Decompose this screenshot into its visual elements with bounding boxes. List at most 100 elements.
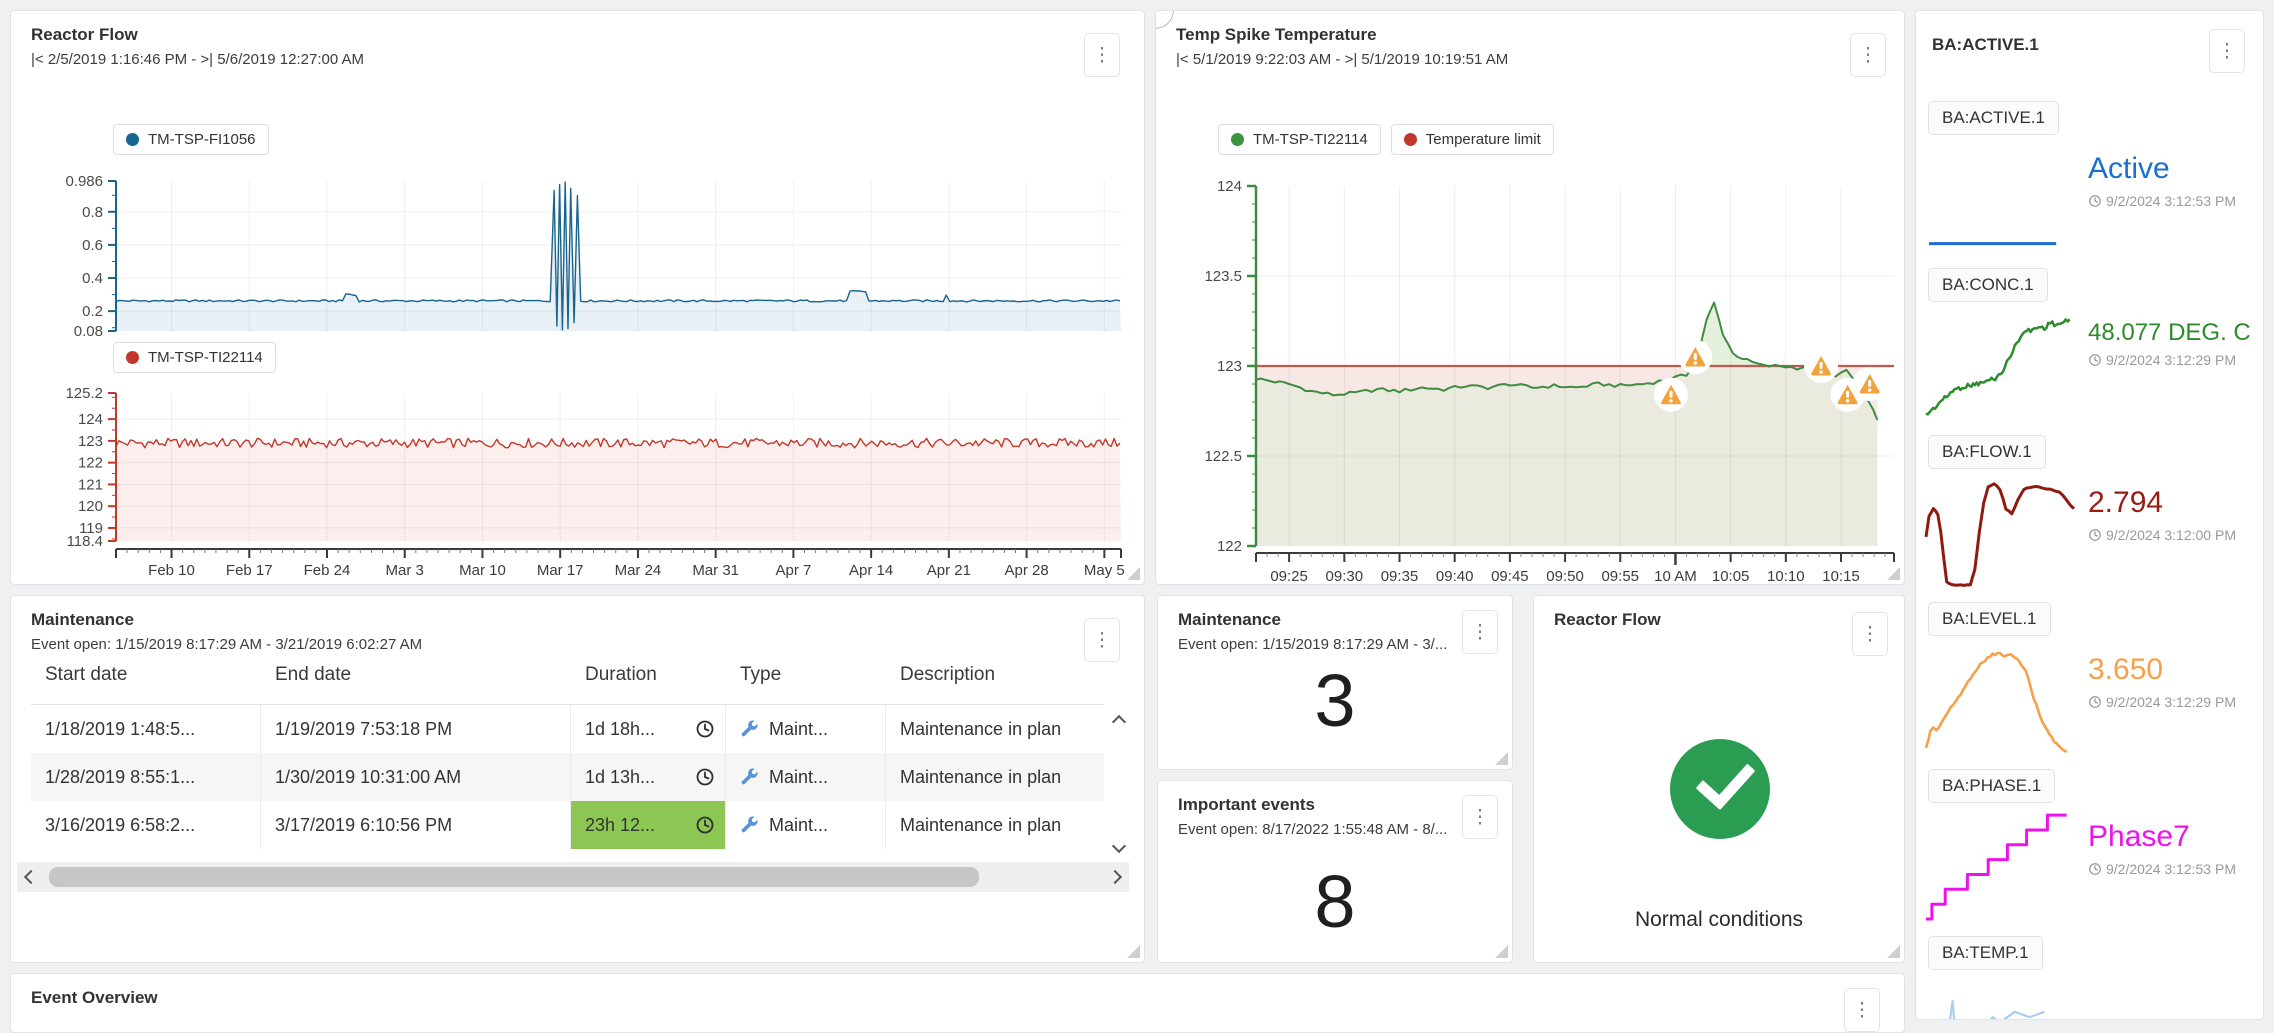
warning-icon[interactable] [1852,367,1887,401]
type-cell: Maint... [726,753,886,801]
tag-item-ba-temp-1[interactable]: BA:TEMP.1 [1916,936,2263,1019]
column-header[interactable]: End date [275,664,352,685]
horizontal-scrollbar[interactable] [17,862,1129,892]
scroll-right-icon[interactable] [1103,865,1127,889]
card-title: Reactor Flow [1554,610,1661,629]
tag-chip[interactable]: BA:FLOW.1 [1928,435,2046,469]
svg-text:0.8: 0.8 [82,204,103,221]
maintenance-table-panel: Maintenance Event open: 1/15/2019 8:17:2… [10,595,1145,963]
tag-chip[interactable]: BA:CONC.1 [1928,268,2048,302]
tag-chip[interactable]: BA:TEMP.1 [1928,936,2043,970]
svg-text:124: 124 [1217,178,1242,195]
panel-time-range: |< 5/1/2019 9:22:03 AM - >| 5/1/2019 10:… [1176,51,1509,68]
svg-text:Apr 21: Apr 21 [927,562,971,579]
column-header[interactable]: Duration [585,664,657,685]
card-time-range: Event open: 8/17/2022 1:55:48 AM - 8/... [1178,821,1448,838]
kebab-menu-icon[interactable]: ⋮ [1850,33,1886,77]
resize-handle-icon[interactable] [1495,945,1508,958]
resize-handle-icon[interactable] [1887,945,1900,958]
tag-item-ba-phase-1[interactable]: BA:PHASE.1 Phase7 9/2/2024 3:12:53 PM [1916,769,2263,936]
start-date-cell: 1/28/2019 8:55:1... [31,753,261,801]
reactor-flow-chart[interactable]: 0.986 0.8 0.6 0.4 0.2 0.08 125.2 124 123 122 121 12… [11,11,1145,585]
legend-item[interactable]: Temperature limit [1390,124,1554,155]
kebab-menu-icon[interactable]: ⋮ [1844,988,1880,1032]
column-header[interactable]: Start date [45,664,128,685]
svg-text:Mar 31: Mar 31 [692,562,739,579]
svg-text:0.08: 0.08 [74,323,103,340]
svg-text:123: 123 [78,433,103,450]
temp-spike-chart[interactable]: 124 123.5 123 122.5 122 09:25 09:30 09:35 09:40 0… [1156,11,1905,585]
event-count: 3 [1314,659,1356,742]
svg-text:122: 122 [78,455,103,472]
tag-item-ba-active-1[interactable]: BA:ACTIVE.1 Active 9/2/2024 3:12:53 PM [1916,101,2263,268]
tag-value: 3.650 [2088,653,2164,686]
legend-color-dot [1403,133,1417,146]
temp-spike-panel: Temp Spike Temperature |< 5/1/2019 9:22:… [1155,10,1905,585]
kebab-menu-icon[interactable]: ⋮ [1084,618,1120,662]
table-row[interactable]: 1/18/2019 1:48:5... 1/19/2019 7:53:18 PM 1… [31,705,1104,753]
warning-icon[interactable] [1678,340,1713,374]
resize-handle-icon[interactable] [1127,945,1140,958]
sparkline-chart [1926,813,2067,921]
event-overview-panel: Event Overview ⋮ [10,973,1905,1033]
sparkline-chart [1924,651,2068,754]
start-date-cell: 3/16/2019 6:58:2... [31,801,261,849]
kebab-menu-icon[interactable]: ⋮ [1462,795,1498,839]
tag-item-ba-level-1[interactable]: BA:LEVEL.1 3.650 9/2/2024 3:12:29 PM [1916,602,2263,769]
clock-icon [696,720,714,738]
resize-handle-icon[interactable] [1495,752,1508,765]
svg-text:Feb 24: Feb 24 [304,562,351,579]
resize-handle-icon[interactable] [1887,567,1900,580]
table-body: 1/18/2019 1:48:5... 1/19/2019 7:53:18 PM 1… [31,704,1104,849]
tag-item-ba-conc-1[interactable]: BA:CONC.1 48.077 DEG. C 9/2/2024 3:12:29 P… [1916,268,2263,435]
legend-color-dot [1231,133,1244,146]
tag-chip[interactable]: BA:PHASE.1 [1928,769,2056,803]
clock-icon [696,768,714,786]
scroll-up-icon[interactable] [1107,710,1131,734]
tag-value: 48.077 DEG. C [2088,319,2251,346]
scroll-left-icon[interactable] [19,865,43,889]
tag-item-ba-flow-1[interactable]: BA:FLOW.1 2.794 9/2/2024 3:12:00 PM [1916,435,2263,602]
maintenance-count-card: Maintenance Event open: 1/15/2019 8:17:2… [1157,595,1513,770]
svg-text:0.2: 0.2 [82,303,103,320]
kebab-menu-icon[interactable]: ⋮ [1852,612,1888,656]
legend-item[interactable]: TM-TSP-FI1056 [113,124,269,155]
warning-icon[interactable] [1804,349,1839,383]
scroll-down-icon[interactable] [1107,834,1131,858]
svg-text:118.4: 118.4 [67,533,103,550]
tag-value: 2.794 [2088,486,2164,519]
column-header[interactable]: Description [900,664,996,685]
kebab-menu-icon[interactable]: ⋮ [1462,610,1498,654]
table-row[interactable]: 1/28/2019 8:55:1... 1/30/2019 10:31:00 AM… [31,753,1104,801]
reactor-flow-panel: Reactor Flow |< 2/5/2019 1:16:46 PM - >|… [10,10,1145,585]
svg-text:0.986: 0.986 [65,173,103,190]
tag-value: Phase7 [2088,820,2190,853]
svg-text:Mar 17: Mar 17 [537,562,584,579]
card-title: Important events [1178,795,1315,814]
scrollbar-thumb[interactable] [49,867,979,887]
svg-text:124: 124 [78,411,103,428]
legend-item[interactable]: TM-TSP-TI22114 [1218,124,1381,155]
resize-handle-icon[interactable] [1127,567,1140,580]
svg-text:Mar 24: Mar 24 [615,562,662,579]
svg-text:121: 121 [78,476,103,493]
table-row[interactable]: 3/16/2019 6:58:2... 3/17/2019 6:10:56 PM 2… [31,801,1104,849]
panel-title: Maintenance [31,610,134,629]
tag-chip[interactable]: BA:LEVEL.1 [1928,602,2051,636]
clock-icon [2089,696,2101,708]
panel-time-range: |< 2/5/2019 1:16:46 PM - >| 5/6/2019 12:… [31,51,365,68]
warning-icon[interactable] [1654,377,1688,412]
legend-item[interactable]: TM-TSP-TI22114 [113,342,276,373]
kebab-menu-icon[interactable]: ⋮ [2209,29,2245,73]
svg-text:09:30: 09:30 [1326,568,1364,585]
kebab-menu-icon[interactable]: ⋮ [1084,33,1120,77]
column-header[interactable]: Type [740,664,782,685]
svg-text:Apr 28: Apr 28 [1005,562,1049,579]
description-cell: Maintenance in plan [900,814,1062,835]
end-date-cell: 1/30/2019 10:31:00 AM [261,753,571,801]
tag-chip[interactable]: BA:ACTIVE.1 [1928,101,2059,135]
panel-title: Reactor Flow [31,25,138,44]
sparkline-chart [1949,1000,2045,1019]
svg-text:0.6: 0.6 [82,237,103,254]
reactor-status-card: Reactor Flow ⋮ Normal conditions [1533,595,1905,963]
